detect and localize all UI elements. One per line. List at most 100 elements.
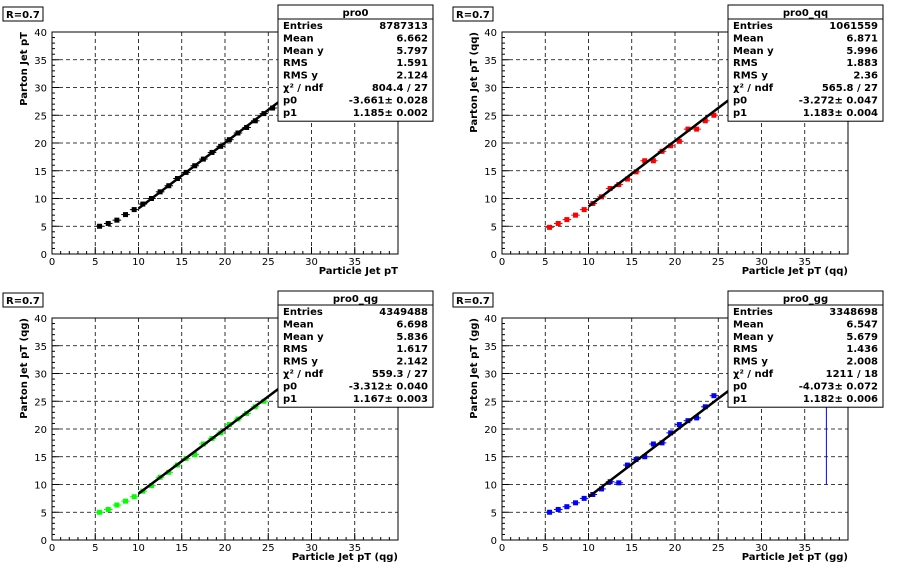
stats-key: RMS y <box>283 357 318 368</box>
stats-value: -3.661± 0.028 <box>349 95 428 106</box>
stats-key: Mean y <box>733 332 774 343</box>
stats-value: 6.871 <box>846 33 878 44</box>
y-tick-label: 30 <box>484 370 497 381</box>
stats-value: 1.167± 0.003 <box>353 394 428 405</box>
stats-value: 565.8 / 27 <box>822 83 878 94</box>
cone-label: R=0.7 <box>6 10 40 21</box>
stats-value: 2.142 <box>396 357 428 368</box>
x-axis-title: Particle Jet pT (gg) <box>742 552 848 563</box>
stats-value: 6.698 <box>396 319 428 330</box>
data-point <box>642 158 648 164</box>
y-tick-label: 15 <box>484 167 497 178</box>
stats-key: Mean <box>283 319 314 330</box>
data-point <box>659 440 665 446</box>
stats-key: RMS <box>283 344 308 355</box>
x-tick-label: 0 <box>49 543 55 554</box>
x-tick-label: 10 <box>582 543 595 554</box>
data-point <box>598 486 604 492</box>
data-point <box>547 509 553 515</box>
stats-value: 1.883 <box>846 58 878 69</box>
x-tick-label: 30 <box>305 543 318 554</box>
stats-value: 1.185± 0.002 <box>353 108 428 119</box>
data-point <box>642 454 648 460</box>
stats-box <box>727 290 884 408</box>
y-tick-label: 25 <box>484 397 497 408</box>
y-axis-title: Parton Jet pT (qq) <box>469 32 480 133</box>
stats-value: -3.272± 0.047 <box>799 95 878 106</box>
stats-key: Mean y <box>283 332 324 343</box>
data-point <box>148 483 154 489</box>
data-point <box>668 143 674 149</box>
y-tick-label: 10 <box>34 195 47 206</box>
x-tick-label: 20 <box>669 257 682 268</box>
y-tick-label: 30 <box>34 370 47 381</box>
y-tick-label: 0 <box>41 536 47 547</box>
data-point <box>650 158 656 164</box>
data-point <box>564 504 570 510</box>
y-tick-label: 35 <box>34 56 47 67</box>
x-tick-label: 0 <box>499 257 505 268</box>
y-tick-label: 15 <box>34 453 47 464</box>
cone-label-box <box>452 6 494 22</box>
fit-line <box>137 95 287 210</box>
x-tick-label: 35 <box>798 257 811 268</box>
y-tick-label: 5 <box>491 508 497 519</box>
data-point <box>676 138 682 144</box>
cone-label: R=0.7 <box>6 296 40 307</box>
y-tick-label: 20 <box>484 425 497 436</box>
stats-key: χ² / ndf <box>283 83 324 94</box>
stats-box <box>727 4 884 122</box>
stats-value: 1.183± 0.004 <box>803 108 878 119</box>
x-tick-label: 15 <box>625 543 638 554</box>
x-axis-title: Particle Jet pT (qq) <box>742 266 848 277</box>
y-tick-label: 30 <box>484 84 497 95</box>
stats-key: RMS y <box>733 357 768 368</box>
panel-2: 0 5 10 15 20 25 30 35 0 5 10 15 20 25 30 35 40 Particle J… <box>452 4 884 277</box>
data-point <box>702 404 708 410</box>
stats-title: pro0_qq <box>783 8 828 19</box>
stats-key: Mean y <box>733 46 774 57</box>
stats-key: RMS y <box>283 71 318 82</box>
x-tick-label: 0 <box>49 257 55 268</box>
x-tick-label: 20 <box>219 543 232 554</box>
stats-value: 3348698 <box>829 307 878 318</box>
fit-line <box>137 382 287 495</box>
data-point <box>581 495 587 501</box>
x-tick-label: 5 <box>92 257 98 268</box>
stats-key: p0 <box>283 95 297 106</box>
data-point <box>650 441 656 447</box>
stats-key: p1 <box>733 108 747 119</box>
data-point <box>624 176 630 182</box>
stats-value: 2.36 <box>853 71 878 82</box>
x-tick-label: 30 <box>305 257 318 268</box>
y-tick-label: 10 <box>484 195 497 206</box>
x-tick-label: 25 <box>262 257 275 268</box>
stats-key: Entries <box>283 307 323 318</box>
y-tick-label: 0 <box>491 250 497 261</box>
y-tick-label: 35 <box>484 342 497 353</box>
data-point <box>547 224 553 230</box>
stats-key: RMS y <box>733 71 768 82</box>
data-point <box>616 480 622 486</box>
data-point <box>564 217 570 223</box>
data-point <box>97 509 103 515</box>
stats-title: pro0_qg <box>333 294 378 305</box>
data-point <box>192 452 198 458</box>
y-tick-label: 5 <box>491 222 497 233</box>
stats-value: 5.836 <box>396 332 428 343</box>
data-point <box>676 422 682 428</box>
stats-key: p0 <box>283 381 297 392</box>
x-axis-title: Particle Jet pT (qg) <box>292 552 398 563</box>
x-tick-label: 25 <box>262 543 275 554</box>
stats-value: 1211 / 18 <box>826 369 878 380</box>
y-tick-label: 40 <box>484 314 497 325</box>
stats-box <box>277 4 434 122</box>
x-tick-label: 15 <box>175 543 188 554</box>
stats-value: 4349488 <box>379 307 428 318</box>
data-point <box>555 506 561 512</box>
stats-value: 8787313 <box>379 21 428 32</box>
stats-key: p1 <box>283 394 297 405</box>
y-tick-label: 5 <box>41 222 47 233</box>
data-point <box>114 502 120 508</box>
x-tick-label: 35 <box>348 543 361 554</box>
